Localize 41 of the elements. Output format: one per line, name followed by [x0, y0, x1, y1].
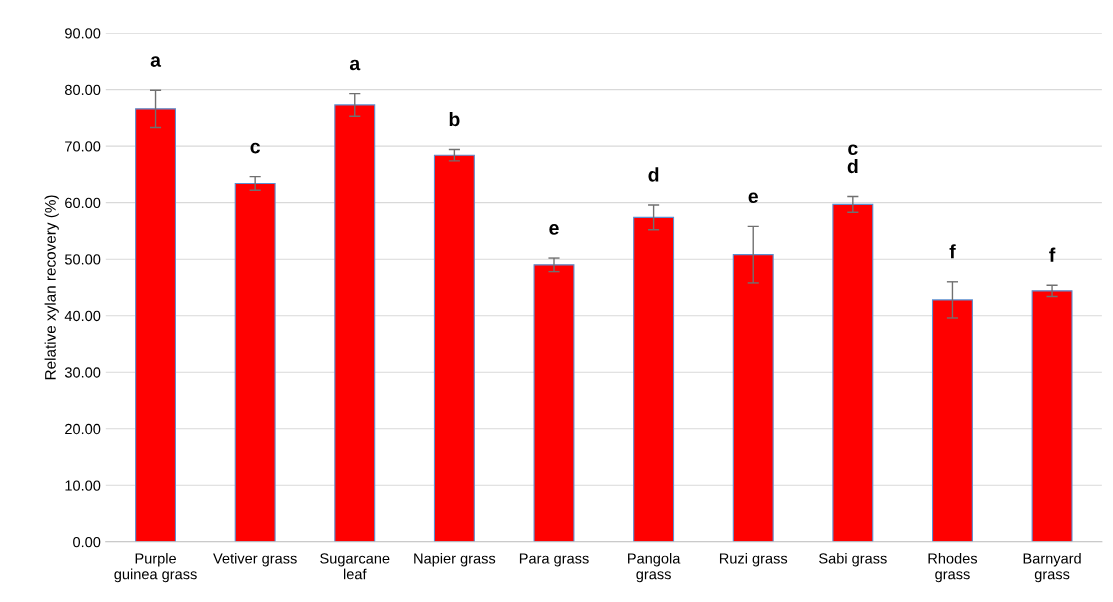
y-tick-label: 30.00	[64, 367, 101, 378]
y-tick-label: 0.00	[73, 536, 101, 548]
annotation: c d	[847, 144, 858, 174]
bar	[334, 104, 376, 542]
y-tick-label: 90.00	[65, 28, 101, 39]
bar	[234, 182, 276, 542]
y-tick-label: 50.00	[64, 254, 101, 265]
y-tick-label: 20.00	[65, 423, 101, 435]
x-tick-label: Sabi grass	[819, 552, 887, 567]
x-tick-label: Purple guinea grass	[114, 552, 197, 583]
annotation: e	[748, 192, 758, 204]
annotation: f	[1049, 247, 1056, 262]
annotation: a	[349, 59, 361, 71]
y-tick-label: 60.00	[65, 197, 101, 209]
annotation: b	[449, 111, 460, 127]
x-tick-label: Para grass	[519, 553, 589, 567]
bar	[633, 216, 675, 542]
y-tick-label: 80.00	[65, 84, 101, 96]
bar	[931, 299, 973, 542]
x-tick-label: Vetiver grass	[213, 552, 297, 567]
annotation: f	[949, 244, 956, 259]
x-tick-label: Pangola grass	[628, 552, 681, 583]
x-tick-label: Sugarcane leaf	[320, 553, 390, 580]
x-tick-label: Ruzi grass	[719, 552, 788, 567]
x-tick-label: Barnyard grass	[1023, 552, 1081, 583]
annotation: c	[250, 142, 260, 154]
bar	[732, 254, 774, 542]
y-tick-label: 10.00	[65, 480, 101, 491]
bar	[433, 154, 475, 542]
bar	[1031, 290, 1073, 542]
annotation: e	[549, 224, 559, 235]
annotation: d	[648, 167, 659, 182]
bar	[832, 203, 874, 542]
y-tick-label: 70.00	[65, 141, 101, 152]
y-axis-title: Relative xylan recovery (%)	[44, 195, 59, 380]
bar	[135, 108, 177, 542]
x-tick-label: Napier grass	[414, 552, 496, 567]
bar	[533, 264, 575, 542]
x-tick-label: Rhodes grass	[928, 552, 978, 583]
annotation: a	[150, 56, 162, 67]
y-tick-label: 40.00	[64, 310, 101, 322]
